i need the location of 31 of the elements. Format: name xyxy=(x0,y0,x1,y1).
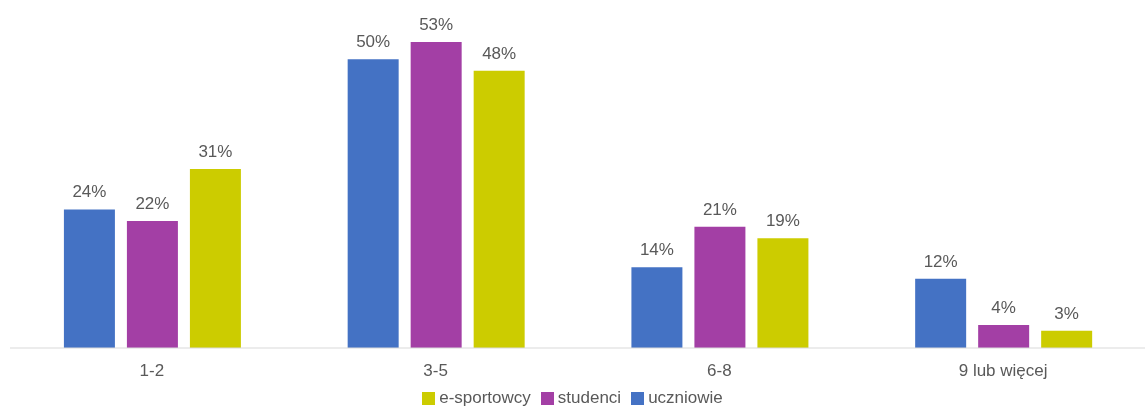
data-label: 48% xyxy=(482,43,517,63)
bar xyxy=(410,42,462,348)
bar xyxy=(631,267,683,348)
x-tick-label: 3-5 xyxy=(423,361,448,381)
bar xyxy=(1041,330,1093,348)
bar xyxy=(126,220,178,348)
data-label: 4% xyxy=(991,297,1016,317)
data-label: 50% xyxy=(356,32,391,52)
data-label: 31% xyxy=(198,142,233,162)
bar xyxy=(63,209,115,348)
legend-label: studenci xyxy=(557,388,622,407)
data-label: 53% xyxy=(419,15,454,34)
data-label: 3% xyxy=(1054,303,1079,323)
bar xyxy=(694,226,746,348)
bar xyxy=(473,70,525,348)
x-tick-label: 1-2 xyxy=(139,361,165,381)
data-label: 14% xyxy=(639,240,674,260)
x-tick-label: 9 lub więcej xyxy=(958,361,1048,381)
legend-label: e-sportowcy xyxy=(439,388,531,407)
data-label: 12% xyxy=(923,251,958,271)
bar xyxy=(757,238,809,348)
data-label: 22% xyxy=(135,193,170,213)
bar xyxy=(347,59,399,348)
bar xyxy=(915,278,967,348)
bar xyxy=(189,169,241,348)
data-label: 24% xyxy=(72,182,107,202)
legend-label: uczniowie xyxy=(648,388,723,407)
data-label: 19% xyxy=(765,211,800,231)
data-label: 21% xyxy=(702,199,737,219)
x-tick-label: 6-8 xyxy=(707,361,732,381)
bar xyxy=(978,324,1030,348)
